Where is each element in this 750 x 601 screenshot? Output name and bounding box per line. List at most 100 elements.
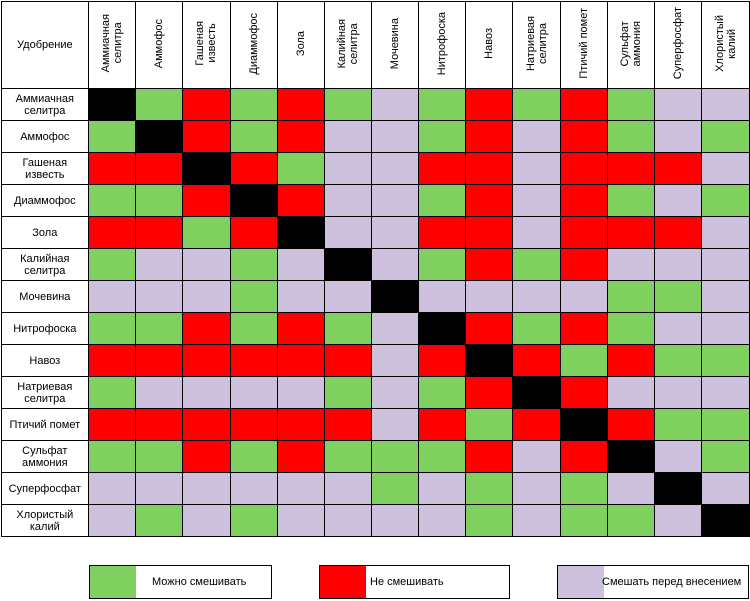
- cell-compatible: [606, 184, 656, 217]
- cell-mix-before: [276, 504, 325, 537]
- cell-mix-before: [323, 280, 373, 313]
- cell-diagonal: [276, 216, 325, 249]
- cell-mix-before: [418, 472, 467, 505]
- cell-mix-before: [512, 504, 561, 537]
- cell-mix-before: [512, 152, 561, 185]
- cell-compatible: [465, 504, 514, 537]
- cell-diagonal: [229, 184, 278, 217]
- cell-compatible: [701, 120, 750, 153]
- cell-incompatible: [559, 152, 608, 185]
- cell-incompatible: [276, 408, 325, 441]
- cell-mix-before: [559, 280, 608, 313]
- cell-mix-before: [654, 312, 703, 345]
- row-header: Птичий помет: [1, 408, 89, 441]
- cell-compatible: [135, 504, 184, 537]
- cell-compatible: [87, 248, 137, 281]
- cell-incompatible: [276, 344, 325, 377]
- legend-label-incompatible: Не смешивать: [370, 576, 444, 588]
- cell-mix-before: [323, 120, 373, 153]
- cell-mix-before: [512, 280, 561, 313]
- cell-mix-before: [135, 376, 184, 409]
- cell-incompatible: [465, 88, 514, 121]
- column-header-label: Натриевая селитра: [524, 15, 549, 72]
- matrix-row: Аммиачная селитра: [1, 88, 750, 121]
- column-header-label: Калийная селитра: [335, 18, 360, 69]
- cell-mix-before: [323, 184, 373, 217]
- cell-mix-before: [606, 472, 656, 505]
- cell-diagonal: [512, 376, 561, 409]
- cell-incompatible: [87, 408, 137, 441]
- cell-incompatible: [465, 120, 514, 153]
- column-header: Аммиачная селитра: [87, 1, 137, 89]
- cell-incompatible: [512, 408, 561, 441]
- cell-incompatible: [559, 216, 608, 249]
- cell-incompatible: [465, 376, 514, 409]
- cell-compatible: [87, 376, 137, 409]
- cell-mix-before: [418, 504, 467, 537]
- column-header-label: Аммофос: [153, 18, 166, 69]
- cell-incompatible: [559, 248, 608, 281]
- cell-mix-before: [512, 472, 561, 505]
- cell-incompatible: [465, 312, 514, 345]
- cell-compatible: [229, 120, 278, 153]
- cell-mix-before: [135, 280, 184, 313]
- cell-compatible: [135, 440, 184, 473]
- cell-diagonal: [371, 280, 420, 313]
- column-header-label: Суперфосфат: [672, 7, 685, 80]
- matrix-row: Аммофос: [1, 120, 750, 153]
- cell-mix-before: [371, 504, 420, 537]
- cell-incompatible: [465, 152, 514, 185]
- row-header: Нитрофоска: [1, 312, 89, 345]
- cell-mix-before: [276, 280, 325, 313]
- cell-incompatible: [182, 184, 231, 217]
- row-header: Диаммофос: [1, 184, 89, 217]
- cell-incompatible: [465, 440, 514, 473]
- legend-item-mix-before: Смешать перед внесением: [557, 565, 749, 599]
- cell-compatible: [701, 344, 750, 377]
- column-header-label: Диаммофос: [247, 12, 260, 75]
- cell-incompatible: [654, 216, 703, 249]
- cell-incompatible: [182, 120, 231, 153]
- cell-incompatible: [465, 184, 514, 217]
- matrix-row: Зола: [1, 216, 750, 249]
- column-header: Зола: [276, 1, 325, 89]
- column-header-label: Навоз: [483, 28, 496, 59]
- cell-diagonal: [701, 504, 750, 537]
- cell-mix-before: [512, 440, 561, 473]
- row-header: Сульфат аммония: [1, 440, 89, 473]
- row-header: Хлористый калий: [1, 504, 89, 537]
- cell-compatible: [418, 120, 467, 153]
- header-row: Удобрение Аммиачная селитра Аммофос Гашена…: [1, 1, 750, 89]
- cell-mix-before: [323, 216, 373, 249]
- cell-incompatible: [276, 120, 325, 153]
- matrix-body: Аммиачная селитра Аммофос Гашеная известь Д…: [1, 88, 750, 537]
- column-header: Нитрофоска: [418, 1, 467, 89]
- cell-mix-before: [512, 120, 561, 153]
- cell-mix-before: [701, 376, 750, 409]
- matrix-row: Птичий помет: [1, 408, 750, 441]
- cell-compatible: [418, 88, 467, 121]
- cell-mix-before: [371, 88, 420, 121]
- cell-mix-before: [654, 120, 703, 153]
- cell-incompatible: [87, 216, 137, 249]
- cell-mix-before: [371, 248, 420, 281]
- cell-mix-before: [654, 88, 703, 121]
- cell-mix-before: [654, 440, 703, 473]
- cell-compatible: [229, 440, 278, 473]
- cell-mix-before: [371, 408, 420, 441]
- cell-incompatible: [654, 152, 703, 185]
- matrix-row: Гашеная известь: [1, 152, 750, 185]
- matrix-row: Навоз: [1, 344, 750, 377]
- cell-incompatible: [276, 312, 325, 345]
- cell-compatible: [229, 504, 278, 537]
- cell-compatible: [418, 184, 467, 217]
- cell-mix-before: [87, 280, 137, 313]
- cell-compatible: [701, 408, 750, 441]
- cell-mix-before: [654, 184, 703, 217]
- row-header: Калийная селитра: [1, 248, 89, 281]
- cell-compatible: [559, 344, 608, 377]
- cell-incompatible: [559, 312, 608, 345]
- cell-diagonal: [323, 248, 373, 281]
- cell-compatible: [465, 408, 514, 441]
- cell-incompatible: [135, 216, 184, 249]
